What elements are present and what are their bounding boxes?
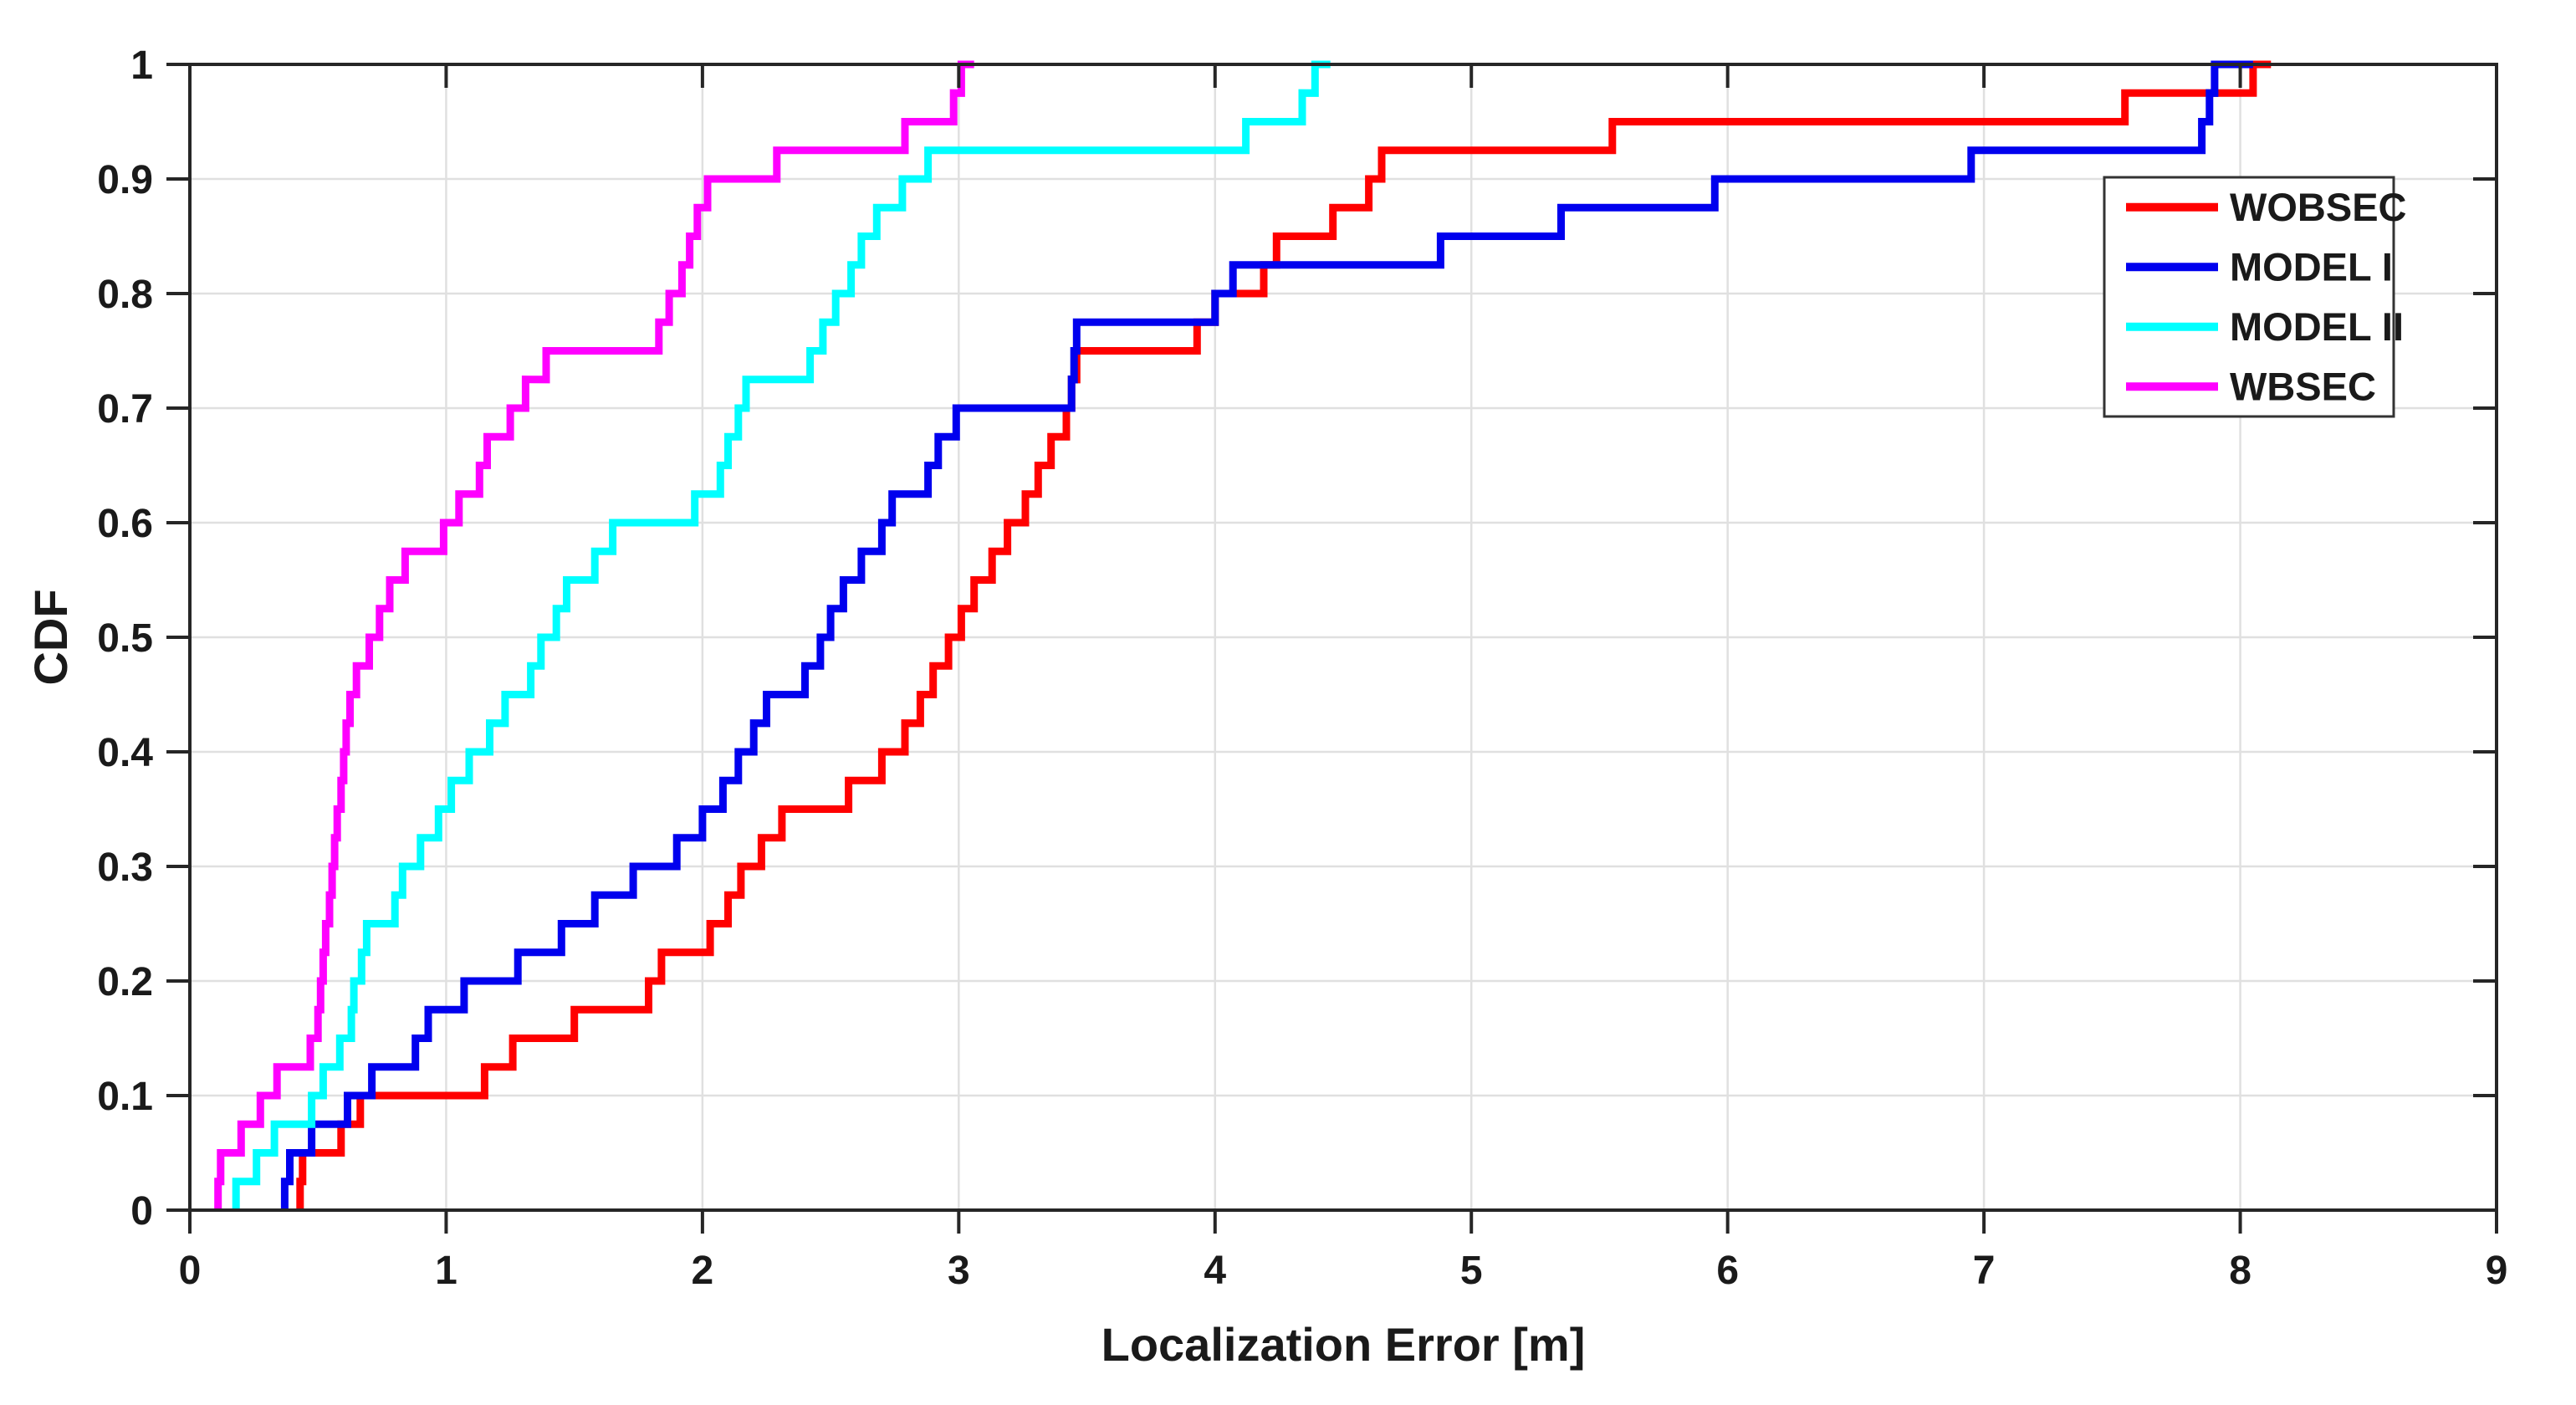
y-tick-label: 0.8 <box>97 273 153 317</box>
x-axis-title: Localization Error [m] <box>1101 1318 1586 1371</box>
y-axis-title: CDF <box>24 589 77 685</box>
x-tick-label: 6 <box>1716 1249 1739 1293</box>
x-tick-label: 9 <box>2486 1249 2508 1293</box>
x-tick-label: 5 <box>1460 1249 1483 1293</box>
legend-label-wbsec: WBSEC <box>2230 365 2376 409</box>
x-tick-label: 0 <box>179 1249 202 1293</box>
y-tick-label: 0.4 <box>97 731 153 775</box>
x-tick-label: 2 <box>692 1249 714 1293</box>
y-tick-label: 0 <box>130 1189 153 1234</box>
x-tick-label: 4 <box>1204 1249 1226 1293</box>
x-tick-label: 7 <box>1973 1249 1996 1293</box>
y-tick-label: 0.7 <box>97 387 153 432</box>
cdf-curve-wbsec <box>214 60 974 1210</box>
y-tick-label: 1 <box>130 43 153 88</box>
legend-label-model-ii: MODEL II <box>2230 304 2404 349</box>
y-tick-label: 0.9 <box>97 158 153 202</box>
y-tick-label: 0.2 <box>97 960 153 1004</box>
cdf-curve-wobsec <box>296 60 2272 1210</box>
x-tick-label: 8 <box>2229 1249 2251 1293</box>
x-tick-label: 1 <box>435 1249 457 1293</box>
cdf-curve-model-i <box>280 60 2253 1210</box>
x-tick-label: 3 <box>948 1249 970 1293</box>
cdf-curve-model-ii <box>232 60 1331 1210</box>
y-tick-label: 0.3 <box>97 846 153 890</box>
y-tick-label: 0.6 <box>97 502 153 546</box>
legend-box <box>2103 176 2395 418</box>
y-tick-label: 0.5 <box>97 616 153 661</box>
y-tick-label: 0.1 <box>97 1075 153 1119</box>
legend-label-wobsec: WOBSEC <box>2230 185 2407 229</box>
legend-label-model-i: MODEL I <box>2230 245 2393 289</box>
